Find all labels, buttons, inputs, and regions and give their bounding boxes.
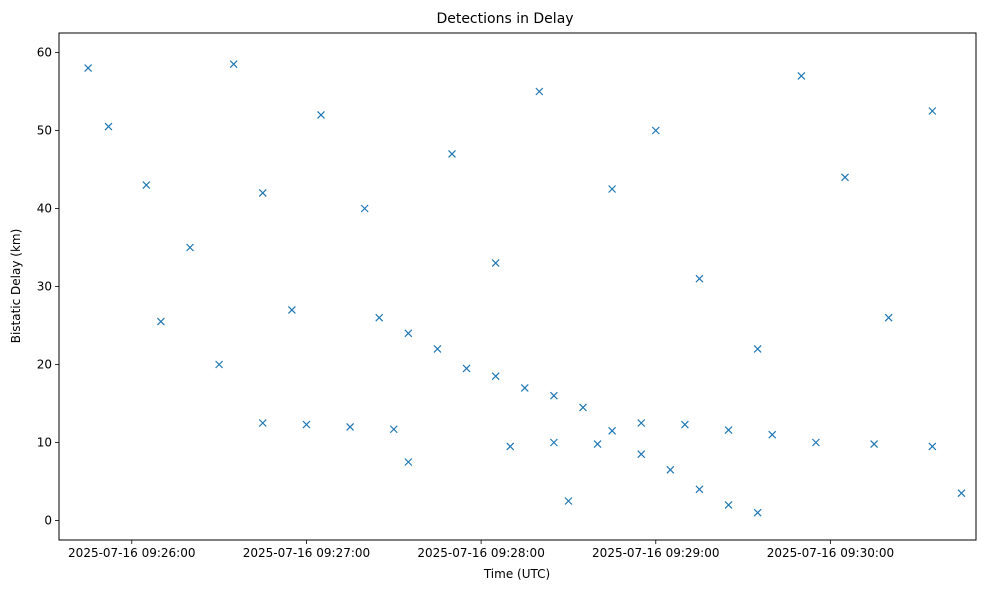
data-point bbox=[346, 422, 355, 431]
data-point bbox=[186, 243, 194, 252]
data-point bbox=[491, 372, 500, 381]
y-tick-label: 10 bbox=[37, 436, 52, 450]
data-point bbox=[258, 188, 267, 197]
data-point bbox=[841, 173, 849, 182]
data-point bbox=[142, 181, 151, 190]
data-point bbox=[302, 420, 311, 429]
data-point bbox=[258, 419, 267, 427]
y-tick-label: 40 bbox=[37, 202, 52, 216]
x-axis-label: Time (UTC) bbox=[483, 567, 550, 581]
data-point bbox=[957, 489, 966, 498]
data-point bbox=[564, 497, 573, 505]
data-point bbox=[448, 149, 456, 158]
data-point bbox=[666, 465, 675, 474]
chart-title: Detections in Delay bbox=[436, 11, 573, 27]
y-axis-label: Bistatic Delay (km) bbox=[9, 229, 23, 344]
y-tick-label: 60 bbox=[37, 46, 52, 60]
data-point bbox=[215, 360, 224, 369]
x-tick-label: 2025-07-16 09:29:00 bbox=[592, 546, 719, 560]
data-point bbox=[724, 500, 733, 509]
data-point bbox=[811, 438, 820, 447]
data-point bbox=[637, 419, 646, 427]
data-point bbox=[579, 403, 587, 412]
y-tick-label: 20 bbox=[37, 358, 52, 372]
data-point bbox=[360, 204, 369, 213]
data-point bbox=[84, 64, 93, 73]
data-point bbox=[404, 458, 413, 466]
data-point bbox=[608, 185, 617, 193]
x-tick-label: 2025-07-16 09:27:00 bbox=[243, 546, 370, 560]
data-point bbox=[884, 313, 893, 322]
y-tick-label: 0 bbox=[44, 514, 52, 528]
data-point bbox=[549, 438, 558, 447]
data-point bbox=[156, 317, 165, 326]
y-tick-label: 30 bbox=[37, 280, 52, 294]
data-point bbox=[753, 344, 762, 353]
x-tick-label: 2025-07-16 09:26:00 bbox=[68, 546, 195, 560]
data-point bbox=[229, 60, 238, 69]
data-point bbox=[375, 313, 384, 322]
data-point bbox=[651, 126, 660, 135]
data-point bbox=[680, 420, 689, 429]
data-point bbox=[389, 425, 398, 434]
plot-frame bbox=[58, 32, 977, 541]
data-point bbox=[104, 122, 113, 131]
data-point bbox=[928, 107, 937, 115]
data-point bbox=[797, 71, 806, 80]
plot-area bbox=[59, 33, 976, 540]
data-point bbox=[520, 383, 529, 392]
x-tick-label: 2025-07-16 09:28:00 bbox=[417, 546, 544, 560]
y-tick-label: 50 bbox=[37, 124, 52, 138]
data-point bbox=[506, 442, 515, 451]
data-point bbox=[549, 391, 558, 400]
data-point bbox=[593, 440, 602, 448]
data-point bbox=[535, 87, 544, 96]
data-point bbox=[637, 450, 646, 459]
data-point bbox=[608, 426, 617, 435]
x-axis-ticks: 2025-07-16 09:26:00 2025-07-16 09:27:00 20… bbox=[68, 540, 894, 560]
data-point bbox=[462, 364, 471, 373]
data-point bbox=[695, 274, 704, 283]
data-point bbox=[928, 442, 937, 451]
data-point bbox=[768, 430, 777, 439]
x-tick-label: 2025-07-16 09:30:00 bbox=[767, 546, 894, 560]
y-axis-ticks: 0 10 20 30 40 50 60 bbox=[37, 46, 59, 528]
data-point bbox=[433, 344, 442, 353]
data-point bbox=[870, 440, 879, 448]
data-point bbox=[724, 426, 733, 434]
scatter-marks bbox=[84, 60, 966, 517]
data-point bbox=[287, 305, 296, 314]
data-point bbox=[753, 508, 762, 517]
data-point bbox=[317, 110, 325, 119]
data-point bbox=[491, 259, 500, 268]
data-point bbox=[404, 329, 413, 338]
data-point bbox=[695, 485, 704, 494]
